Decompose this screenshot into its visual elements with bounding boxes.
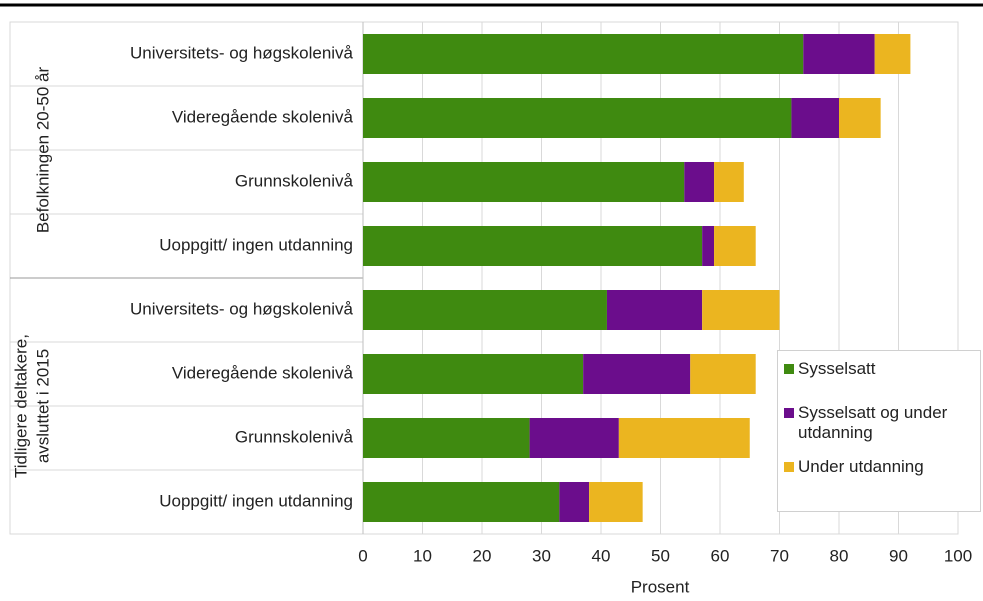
x-tick-label: 80 (830, 546, 849, 565)
bar-segment (363, 162, 685, 202)
bar-segment (363, 354, 584, 394)
legend-swatch (784, 462, 794, 472)
bar-segment (714, 162, 744, 202)
bar-segment (363, 482, 560, 522)
bar-segment (702, 290, 780, 330)
x-tick-label: 0 (358, 546, 367, 565)
bar-segment (803, 34, 875, 74)
bar-segment (702, 226, 715, 266)
y-tick-label: Grunnskolenivå (235, 427, 354, 446)
bar-segment (583, 354, 691, 394)
bar-segment (363, 226, 703, 266)
x-tick-label: 20 (473, 546, 492, 565)
y-tick-label: Uoppgitt/ ingen utdanning (159, 491, 353, 510)
group-label: Befolkningen 20-50 år (33, 66, 52, 233)
bar-segment (874, 34, 911, 74)
x-tick-label: 70 (770, 546, 789, 565)
group-label: avsluttet i 2015 (33, 349, 52, 463)
x-tick-label: 100 (944, 546, 972, 565)
x-tick-label: 90 (889, 546, 908, 565)
bar-segment (714, 226, 756, 266)
y-tick-label: Universitets- og høgskolenivå (130, 43, 354, 62)
bar-segment (559, 482, 590, 522)
y-tick-label: Videregående skolenivå (172, 363, 354, 382)
x-axis-title: Prosent (631, 577, 690, 596)
bar-segment (618, 418, 750, 458)
bar-segment (791, 98, 839, 138)
x-tick-label: 30 (532, 546, 551, 565)
legend-swatch (784, 364, 794, 374)
x-tick-label: 50 (651, 546, 670, 565)
x-tick-label: 60 (711, 546, 730, 565)
bar-segment (529, 418, 619, 458)
x-tick-label: 40 (592, 546, 611, 565)
x-tick-label: 10 (413, 546, 432, 565)
bar-segment (363, 418, 530, 458)
legend-item: Sysselsatt (784, 359, 974, 379)
legend-label: Sysselsatt og under utdanning (798, 403, 948, 442)
legend-item: Sysselsatt og under utdanning (784, 403, 974, 443)
bar-segment (839, 98, 881, 138)
legend-item: Under utdanning (784, 457, 974, 477)
bar-segment (363, 290, 607, 330)
group-label: Tidligere deltakere, (11, 334, 30, 478)
bar-segment (690, 354, 756, 394)
y-tick-label: Videregående skolenivå (172, 107, 354, 126)
bar-segment (684, 162, 715, 202)
y-tick-label: Universitets- og høgskolenivå (130, 299, 354, 318)
legend-label: Sysselsatt (798, 359, 876, 378)
bar-segment (363, 34, 804, 74)
bar-segment (363, 98, 792, 138)
bar-segment (589, 482, 643, 522)
legend-swatch (784, 408, 794, 418)
y-tick-label: Uoppgitt/ ingen utdanning (159, 235, 353, 254)
bar-segment (606, 290, 703, 330)
legend-label: Under utdanning (798, 457, 924, 476)
legend: Sysselsatt Sysselsatt og under utdanning U… (777, 350, 981, 512)
y-tick-label: Grunnskolenivå (235, 171, 354, 190)
